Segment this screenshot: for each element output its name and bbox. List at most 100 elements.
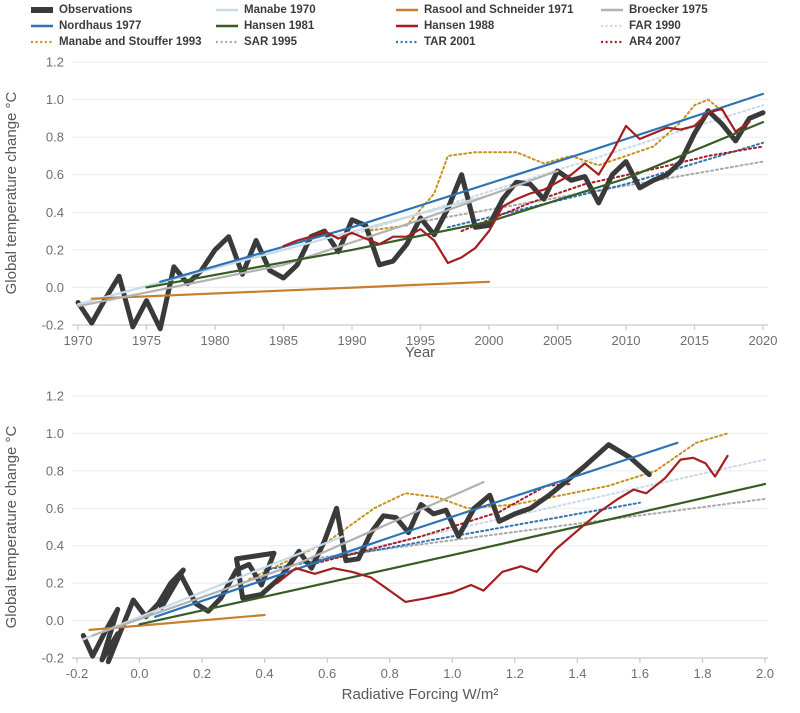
legend-item-broecker-1975: Broecker 1975 (600, 3, 708, 17)
series-hansen-1981 (138, 482, 767, 626)
legend-label: TAR 2001 (424, 36, 476, 48)
x-tick-label: 0.6 (318, 666, 336, 681)
x-tick-label: 0.0 (130, 666, 148, 681)
legend-swatch-sar-1995 (216, 40, 238, 44)
x-tick-label: 0.2 (193, 666, 211, 681)
y-tick-label: 0.4 (46, 205, 64, 220)
series-nordhaus-1977 (154, 441, 679, 618)
legend-swatch-nordhaus-1977 (31, 24, 53, 28)
x-tick-label: 2005 (543, 333, 572, 348)
chart-temperature-vs-radiative-forcing: -0.2 0.0 0.2 0.4 0.6 0.8 1.0 1.2 1.4 1.6 1.8 2.0 -0.… (42, 389, 774, 682)
y-axis-label-top: Global temperature change °C (3, 91, 20, 295)
series-ar4-2007 (310, 483, 573, 566)
legend-item-observations: Observations (30, 3, 133, 17)
x-tick-label: 0.4 (256, 666, 274, 681)
x-tick-label: 1.0 (443, 666, 461, 681)
x-tick-label: 1.2 (506, 666, 524, 681)
y-tick-label: 0.6 (46, 501, 64, 516)
legend-swatch-far-1990 (601, 24, 623, 28)
x-tick-label: 1.8 (693, 666, 711, 681)
x-tick-label: 2020 (749, 333, 778, 348)
series-sar-1995 (310, 497, 766, 560)
legend-swatch-rasool-and-schneider-1971 (396, 8, 418, 12)
x-tick-label: 1985 (269, 333, 298, 348)
legend-swatch-tar-2001 (396, 40, 418, 44)
legend-item-hansen-1988: Hansen 1988 (395, 19, 494, 33)
y-tick-label: 0.4 (46, 538, 64, 553)
legend-item-hansen-1981: Hansen 1981 (215, 19, 314, 33)
y-tick-label: -0.2 (42, 318, 64, 333)
legend-item-ar4-2007: AR4 2007 (600, 35, 681, 49)
x-tick-label: 1.4 (568, 666, 586, 681)
legend-item-far-1990: FAR 1990 (600, 19, 681, 33)
series-manabe-1970 (82, 535, 344, 641)
legend-label: SAR 1995 (244, 36, 298, 48)
series-ar4-2007 (460, 145, 764, 233)
y-tick-label: 1.2 (46, 389, 64, 404)
x-axis-label-radiative-forcing: Radiative Forcing W/m² (341, 686, 499, 703)
x-tick-label: 1975 (132, 333, 161, 348)
legend-item-manabe-1970: Manabe 1970 (215, 3, 316, 17)
series-sar-1995 (419, 160, 764, 223)
legend-label: Broecker 1975 (629, 4, 708, 16)
series-nordhaus-1977 (159, 92, 765, 283)
y-tick-label: 1.2 (46, 55, 64, 70)
x-tick-label: 1980 (201, 333, 230, 348)
y-tick-label: 0.8 (46, 130, 64, 145)
legend-label: Nordhaus 1977 (59, 20, 142, 32)
legend-swatch-observations (31, 7, 53, 13)
y-tick-label: 1.0 (46, 92, 64, 107)
legend-label: Rasool and Schneider 1971 (424, 4, 574, 16)
legend-swatch-manabe-and-stouffer-1993 (31, 40, 53, 44)
y-tick-label: 0.2 (46, 576, 64, 591)
legend-swatch-hansen-1988 (396, 24, 418, 28)
x-axis-label-year: Year (404, 344, 436, 361)
y-tick-label: 0.0 (46, 280, 64, 295)
legend-label: Manabe and Stouffer 1993 (59, 36, 202, 48)
series-rasool-and-schneider-1971 (90, 280, 491, 300)
legend-item-nordhaus-1977: Nordhaus 1977 (30, 19, 141, 33)
chart-temperature-vs-year: 1970 1975 1980 1985 1990 1995 2000 2005 2010 2015… (42, 55, 778, 349)
legend-label: AR4 2007 (629, 36, 681, 48)
series-observations (80, 442, 652, 665)
series-hansen-1988 (282, 107, 751, 265)
legend-label: Observations (59, 4, 133, 16)
legend-label: Manabe 1970 (244, 4, 316, 16)
legend-item-rasool-and-schneider-1971: Rasool and Schneider 1971 (395, 3, 574, 17)
x-tick-label: 1970 (64, 333, 93, 348)
legend-item-sar-1995: SAR 1995 (215, 35, 297, 49)
legend-item-tar-2001: TAR 2001 (395, 35, 476, 49)
y-tick-label: 0.6 (46, 167, 64, 182)
y-tick-label: 0.2 (46, 242, 64, 257)
series-broecker-1975 (91, 481, 485, 637)
legend-swatch-ar4-2007 (601, 40, 623, 44)
series-hansen-1988 (276, 454, 729, 604)
x-tick-label: 1.6 (631, 666, 649, 681)
y-tick-label: 1.0 (46, 426, 64, 441)
series-manabe-1970 (76, 194, 491, 306)
legend-label: Hansen 1988 (424, 20, 495, 32)
legend-label: Hansen 1981 (244, 20, 315, 32)
y-tick-label: -0.2 (42, 651, 64, 666)
x-tick-label: 2010 (612, 333, 641, 348)
series-tar-2001 (446, 141, 764, 229)
series-manabe-and-stouffer-1993 (364, 98, 723, 233)
legend-item-manabe-and-stouffer-1993: Manabe and Stouffer 1993 (30, 35, 202, 49)
x-tick-label: 0.8 (381, 666, 399, 681)
series-far-1990 (279, 458, 766, 570)
x-tick-label: -0.2 (66, 666, 88, 681)
legend-swatch-hansen-1981 (216, 24, 238, 28)
x-tick-label: 2015 (680, 333, 709, 348)
series-hansen-1981 (145, 120, 765, 289)
legend-swatch-manabe-1970 (216, 8, 238, 12)
legend-label: FAR 1990 (629, 20, 681, 32)
y-tick-label: 0.8 (46, 463, 64, 478)
x-tick-label: 1995 (406, 333, 435, 348)
series-tar-2001 (263, 501, 641, 571)
x-tick-label: 1990 (338, 333, 367, 348)
x-tick-label: 2000 (475, 333, 504, 348)
y-axis-label-bottom: Global temperature change °C (3, 425, 20, 629)
series-broecker-1975 (76, 169, 559, 308)
